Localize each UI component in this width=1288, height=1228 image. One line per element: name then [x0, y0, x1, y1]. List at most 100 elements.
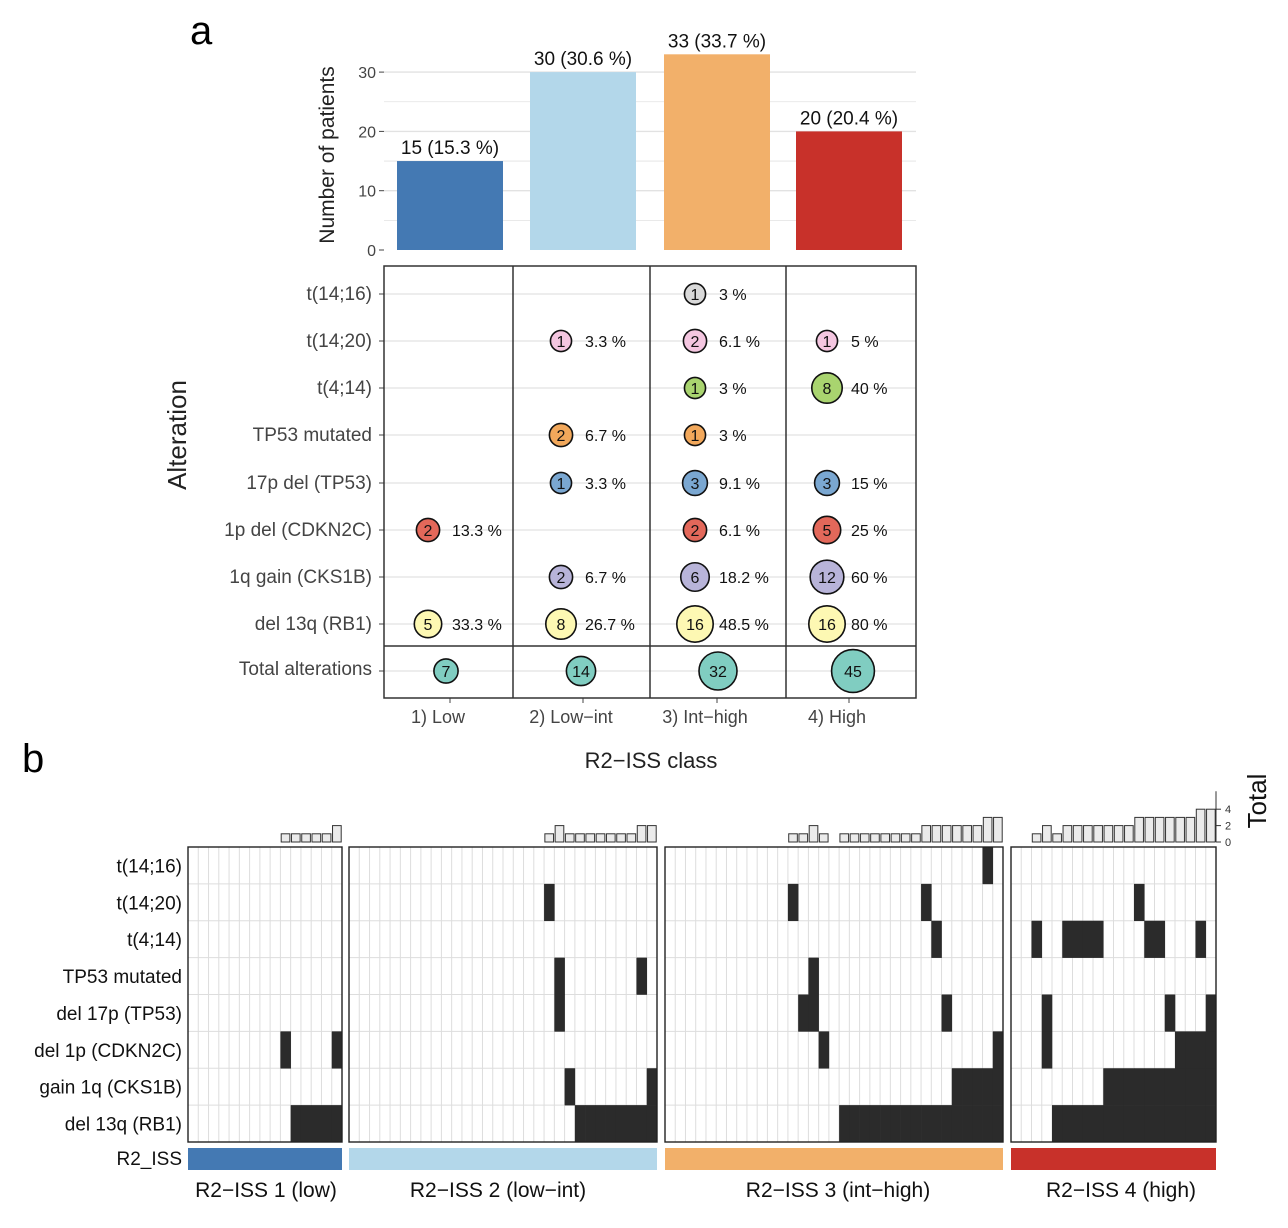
bubble-count-label: 2 — [557, 428, 566, 445]
total-axis-tick-label: 2 — [1225, 821, 1231, 833]
annotation-band — [188, 1148, 342, 1170]
bar — [664, 54, 770, 251]
bubble-percent-label: 9.1 % — [719, 476, 760, 493]
alteration-tile — [1185, 1068, 1196, 1106]
total-bubble — [433, 658, 459, 684]
total-alterations-label: Total alterations — [239, 659, 372, 680]
bubble-count-label: 6 — [691, 570, 700, 587]
alteration-tile — [1062, 920, 1073, 958]
total-bar — [1103, 825, 1114, 843]
total-bubble-label: 45 — [844, 664, 862, 681]
total-bar — [1185, 816, 1196, 843]
total-axis-label: Total — [1242, 774, 1272, 829]
bubble-count-label: 1 — [823, 334, 832, 351]
group-label: R2−ISS 2 (low−int) — [410, 1179, 586, 1202]
alteration-tile — [605, 1105, 617, 1143]
total-bar — [1206, 808, 1216, 843]
alteration-tile — [300, 1105, 312, 1143]
class-tick-label: 1) Low — [411, 707, 466, 727]
total-bar — [1144, 816, 1155, 843]
alteration-tile — [1103, 1105, 1114, 1143]
total-bar — [554, 825, 565, 843]
alteration-tile — [554, 994, 565, 1032]
alteration-tile — [280, 1031, 291, 1069]
oncoprint-row-label: gain 1q (CKS1B) — [39, 1078, 182, 1099]
alteration-bubble — [683, 376, 707, 400]
alteration-tile — [646, 1105, 658, 1143]
alteration-tile — [992, 1031, 1004, 1069]
total-bar — [332, 825, 342, 843]
alteration-tile — [839, 1105, 850, 1143]
alteration-bubble — [548, 564, 574, 590]
bubble-count-label: 1 — [557, 334, 566, 351]
alteration-tile — [921, 883, 932, 922]
alteration-tile — [321, 1105, 333, 1143]
bubble-percent-label: 26.7 % — [585, 617, 635, 634]
bubble-count-label: 16 — [686, 617, 704, 634]
total-bar — [605, 833, 616, 843]
oncoprint-row-label: t(14;20) — [117, 893, 182, 914]
alteration-bubble — [809, 559, 845, 595]
alteration-tile — [1093, 920, 1104, 958]
matrix-x-axis-label: R2−ISS class — [585, 748, 718, 773]
alteration-tile — [859, 1105, 871, 1143]
total-bar — [859, 833, 870, 843]
class-tick-label: 2) Low−int — [529, 707, 613, 727]
bar-y-tick-label: 0 — [367, 243, 376, 260]
alteration-tile — [615, 1105, 627, 1143]
group-label: R2−ISS 3 (int−high) — [746, 1179, 930, 1202]
total-bar — [931, 825, 942, 843]
bubble-count-label: 1 — [691, 287, 700, 304]
total-bar — [544, 833, 555, 843]
total-bar — [788, 833, 798, 843]
total-bar — [870, 833, 880, 843]
alteration-tile — [972, 1105, 983, 1143]
alteration-label: del 13q (RB1) — [255, 614, 372, 635]
total-bar — [972, 825, 983, 843]
alteration-tile — [574, 1105, 586, 1143]
bubble-percent-label: 80 % — [851, 617, 887, 634]
alteration-tile — [900, 1105, 912, 1143]
alteration-tile — [1195, 1031, 1207, 1069]
total-bar — [900, 833, 911, 843]
alteration-tile — [849, 1105, 860, 1143]
bubble-percent-label: 15 % — [851, 476, 887, 493]
alteration-label: TP53 mutated — [253, 425, 372, 446]
bubble-percent-label: 6.7 % — [585, 428, 626, 445]
total-bar — [575, 833, 585, 843]
alteration-tile — [331, 1031, 343, 1069]
bubble-count-label: 1 — [691, 381, 700, 398]
bar-y-tick-label: 10 — [358, 184, 376, 201]
total-bar — [564, 833, 575, 843]
total-bar — [1175, 816, 1185, 843]
annotation-label: R2_ISS — [117, 1149, 182, 1170]
bar-y-axis-label: Number of patients — [316, 66, 339, 243]
total-bar — [952, 825, 962, 843]
alteration-tile — [1113, 1105, 1125, 1143]
alteration-tile — [962, 1105, 973, 1143]
bubble-percent-label: 48.5 % — [719, 617, 769, 634]
total-bar — [280, 833, 291, 843]
total-bubble — [698, 651, 738, 691]
total-bar — [301, 833, 311, 843]
bubble-count-label: 1 — [691, 428, 700, 445]
bubble-count-label: 5 — [823, 523, 832, 540]
alteration-bubble — [544, 607, 578, 641]
bubble-count-label: 2 — [424, 523, 433, 540]
alteration-tile — [1103, 1068, 1114, 1106]
alteration-tile — [636, 957, 648, 995]
alteration-tile — [1175, 1031, 1186, 1069]
total-bar — [890, 833, 901, 843]
alteration-bubble — [813, 469, 841, 497]
alteration-tile — [1195, 920, 1207, 958]
annotation-band — [349, 1148, 657, 1170]
alteration-tile — [585, 1105, 596, 1143]
alteration-tile — [1134, 883, 1145, 922]
total-bar — [290, 833, 301, 843]
alteration-tile — [972, 1068, 983, 1106]
matrix-y-axis-label: Alteration — [162, 380, 192, 490]
total-bubble — [565, 655, 597, 687]
bubble-count-label: 3 — [691, 476, 700, 493]
total-bar — [1042, 825, 1052, 843]
alteration-tile — [1052, 1105, 1063, 1143]
